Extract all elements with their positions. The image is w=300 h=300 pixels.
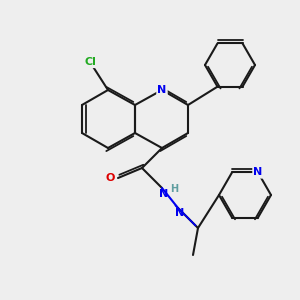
Text: H: H (170, 184, 178, 194)
Text: Cl: Cl (84, 57, 96, 67)
Text: N: N (158, 85, 166, 95)
Text: N: N (159, 189, 169, 199)
Text: N: N (254, 167, 262, 178)
Text: N: N (176, 208, 184, 218)
Text: O: O (105, 173, 115, 183)
